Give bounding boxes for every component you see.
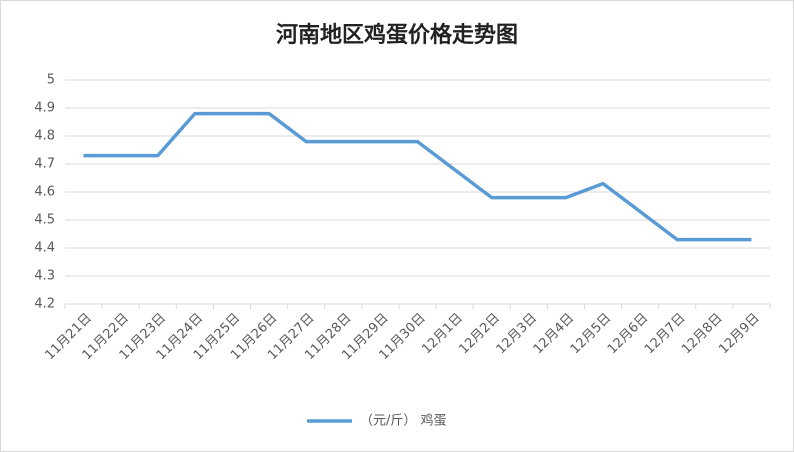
y-tick-label: 4.9 [34,101,55,116]
y-tick-label: 4.4 [34,241,55,256]
legend-label: （元/斤） 鸡蛋 [360,413,447,429]
y-tick-label: 4.3 [34,269,55,284]
line-series [83,111,752,242]
y-tick-label: 5 [47,73,55,88]
y-tick-label: 4.8 [34,129,55,144]
y-tick-label: 4.5 [34,213,55,228]
y-tick-label: 4.2 [34,297,55,312]
y-tick-label: 4.7 [34,157,55,172]
chart-title: 河南地区鸡蛋价格走势图 [276,22,518,48]
y-tick-label: 4.6 [34,185,55,200]
